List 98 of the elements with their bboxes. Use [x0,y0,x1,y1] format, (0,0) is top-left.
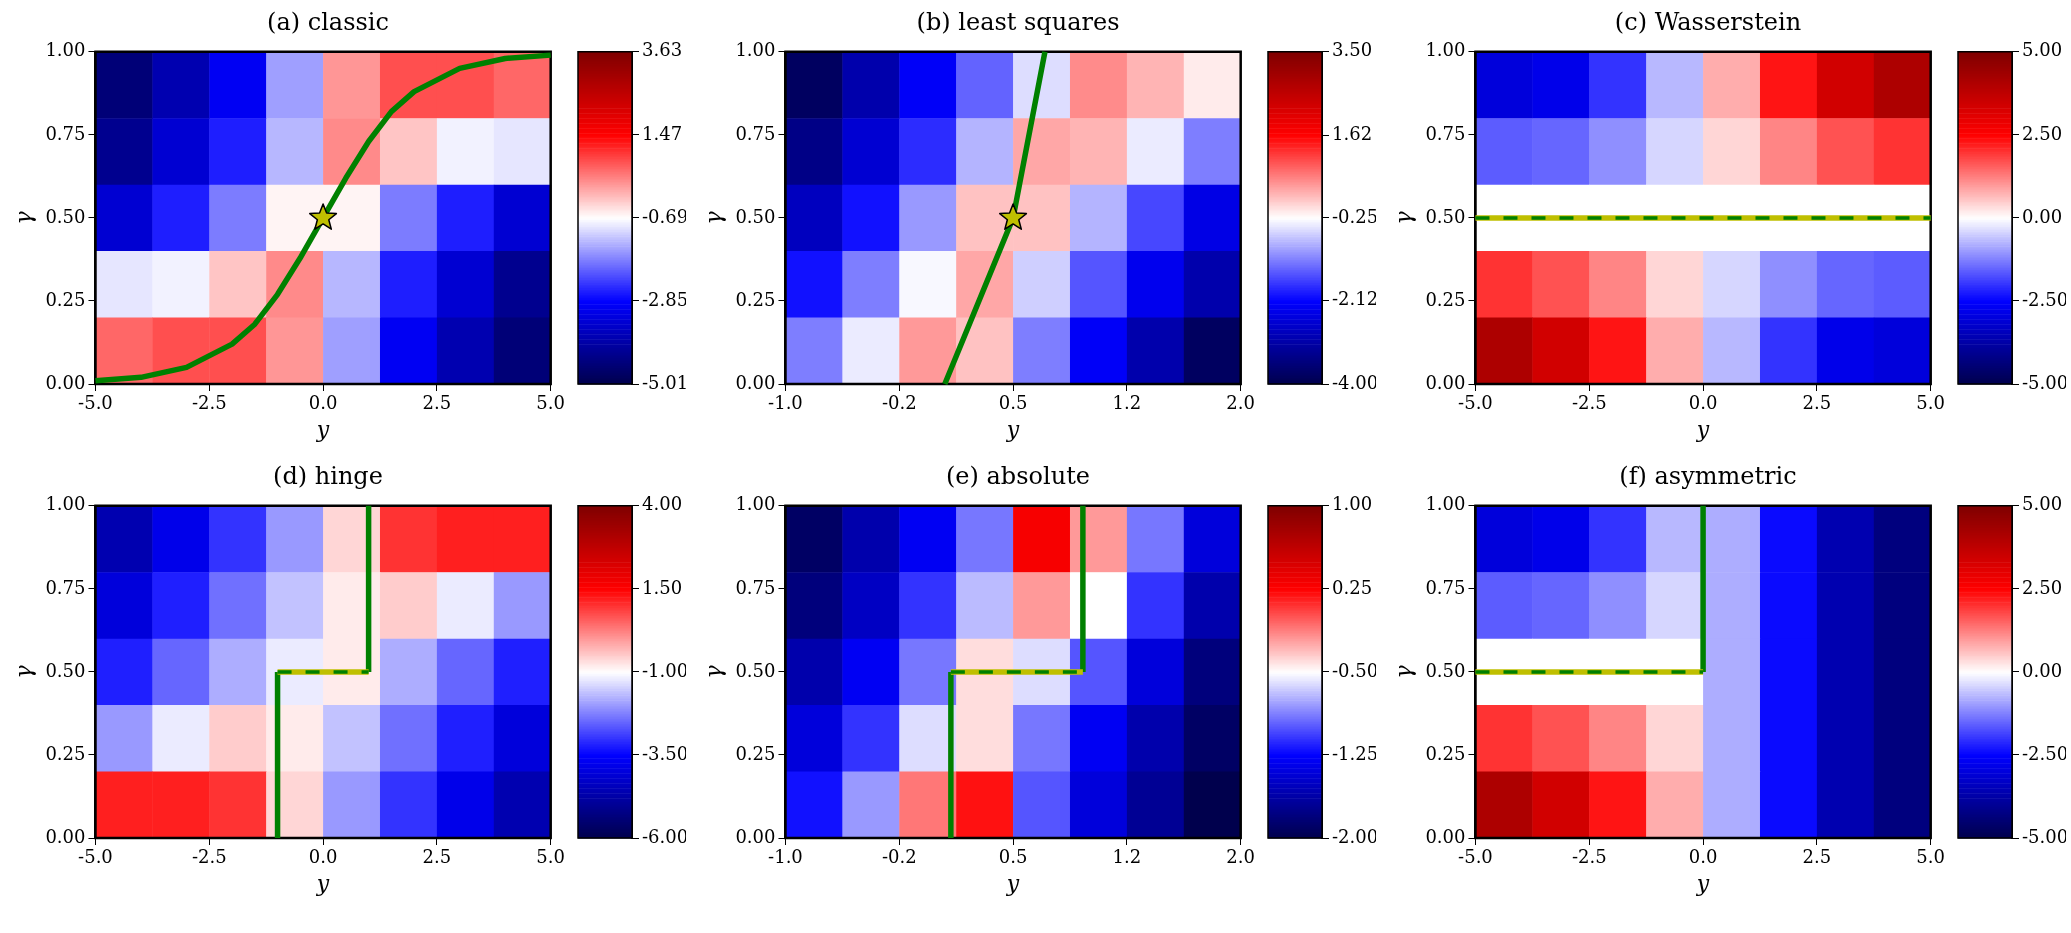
chart-title: (e) absolute [945,462,1091,492]
x-tick-label: 2.0 [1226,392,1256,414]
y-tick-label: 0.75 [1425,576,1466,598]
color-bar-label: -1.25 [1332,742,1379,764]
color-bar-label: 3.63 [642,39,683,61]
y-tick-label: 1.00 [735,39,776,61]
x-axis-title: y [1695,416,1710,442]
x-tick-label: -5.0 [1458,846,1493,868]
color-bar-label: 0.00 [2022,659,2063,681]
y-tick-label: 0.00 [735,825,776,847]
x-tick-label: -1.0 [768,846,803,868]
x-tick-label: 5.0 [1916,846,1946,868]
y-tick-label: 0.25 [45,288,86,310]
color-bar-label: 1.00 [1332,493,1373,515]
x-tick-label: -0.2 [881,846,917,868]
x-axis-title: y [1005,416,1020,442]
y-tick-label: 1.00 [45,39,86,61]
color-bar-label: -2.85 [642,288,689,310]
y-tick-label: 0.25 [735,742,776,764]
y-tick-label: 0.00 [1425,371,1466,393]
color-bar-label: -0.69 [642,205,689,227]
x-tick-label: -5.0 [78,846,113,868]
y-tick-label: 0.75 [45,576,86,598]
x-tick-label: 2.5 [422,392,452,414]
y-tick-label: 1.00 [1425,39,1466,61]
color-bar-label: 1.62 [1332,122,1373,144]
y-tick-label: 1.00 [735,493,776,515]
color-bar-label: 1.50 [642,576,683,598]
x-tick-label: -0.2 [881,392,917,414]
y-tick-label: 0.25 [1425,288,1466,310]
y-axis-title: γ [10,664,36,679]
x-axis-title: y [315,870,330,896]
y-tick-label: 0.00 [45,825,86,847]
y-axis-title: γ [10,210,36,225]
color-bar-label: 5.00 [2022,39,2063,61]
color-bar-label: 2.50 [2022,576,2063,598]
x-tick-label: 5.0 [536,846,566,868]
x-tick-label: -2.5 [191,392,227,414]
x-tick-label: 2.5 [422,846,452,868]
color-bar-label: -5.01 [642,371,689,393]
y-tick-label: 0.50 [735,659,776,681]
y-tick-label: 0.50 [1425,659,1466,681]
y-tick-label: 0.25 [1425,742,1466,764]
x-axis-title: y [315,416,330,442]
y-tick-label: 0.00 [45,371,86,393]
y-tick-label: 0.75 [1425,122,1466,144]
y-tick-label: 0.75 [735,576,776,598]
x-tick-label: -2.5 [191,846,227,868]
y-axis-title: γ [1390,210,1416,225]
x-tick-label: -1.0 [768,392,803,414]
y-tick-label: 0.50 [735,205,776,227]
y-tick-label: 0.25 [735,288,776,310]
color-bar-label: 2.50 [2022,122,2063,144]
color-bar-label: 3.50 [1332,39,1373,61]
x-tick-label: 0.0 [308,846,338,868]
x-tick-label: 1.2 [1112,846,1142,868]
x-axis-title: y [1005,870,1020,896]
color-bar-label: 4.00 [642,493,683,515]
chart-title: (f) asymmetric [1618,462,1798,492]
x-tick-label: 5.0 [1916,392,1946,414]
y-tick-label: 0.00 [735,371,776,393]
x-tick-label: 2.5 [1802,846,1832,868]
x-tick-label: 2.5 [1802,392,1832,414]
y-tick-label: 0.50 [45,659,86,681]
x-tick-label: 5.0 [536,392,566,414]
x-tick-label: -2.5 [1571,846,1607,868]
y-tick-label: 1.00 [45,493,86,515]
y-axis-title: γ [700,210,726,225]
x-tick-label: 2.0 [1226,846,1256,868]
color-bar-label: 0.00 [2022,205,2063,227]
y-tick-label: 0.25 [45,742,86,764]
color-bar-label: 1.47 [642,122,683,144]
color-bar-label: -0.25 [1332,205,1379,227]
x-tick-label: 1.2 [1112,392,1142,414]
chart-title: (b) least squares [915,8,1121,38]
chart-title: (c) Wasserstein [1613,8,1803,38]
x-tick-label: -5.0 [1458,392,1493,414]
x-tick-label: 0.0 [1688,392,1718,414]
y-tick-label: 1.00 [1425,493,1466,515]
color-bar-label: 0.25 [1332,576,1373,598]
color-bar-label: -2.12 [1332,288,1379,310]
y-tick-label: 0.50 [1425,205,1466,227]
y-axis-title: γ [1390,664,1416,679]
x-tick-label: 0.5 [998,392,1028,414]
x-axis-title: y [1695,870,1710,896]
y-tick-label: 0.75 [735,122,776,144]
y-axis-title: γ [700,664,726,679]
x-tick-label: 0.5 [998,846,1028,868]
y-tick-label: 0.00 [1425,825,1466,847]
y-tick-label: 0.50 [45,205,86,227]
x-tick-label: 0.0 [308,392,338,414]
x-tick-label: -5.0 [78,392,113,414]
x-tick-label: 0.0 [1688,846,1718,868]
color-bar-label: 5.00 [2022,493,2063,515]
chart-title: (a) classic [266,8,390,38]
y-tick-label: 0.75 [45,122,86,144]
chart-title: (d) hinge [272,462,384,492]
x-tick-label: -2.5 [1571,392,1607,414]
